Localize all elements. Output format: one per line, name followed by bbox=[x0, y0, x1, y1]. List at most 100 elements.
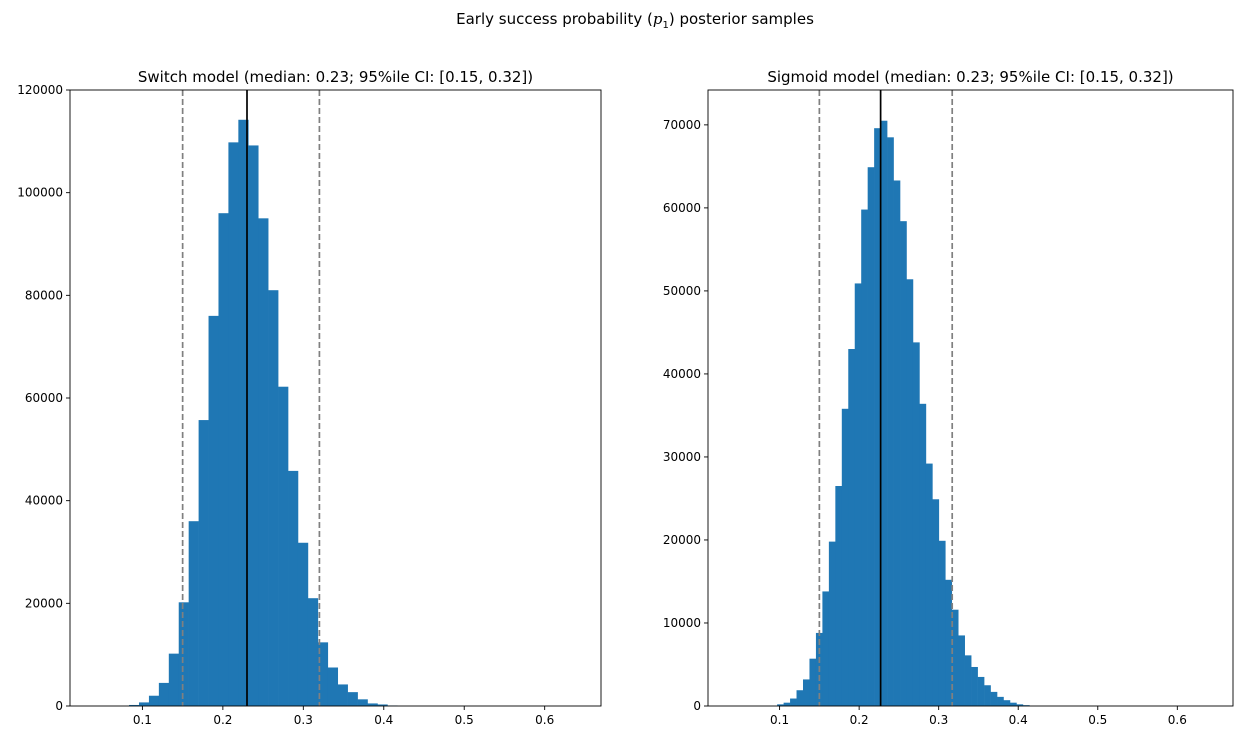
sigmoid-histogram-bar bbox=[783, 702, 791, 706]
sigmoid-histogram-bar bbox=[925, 463, 933, 706]
sigmoid-histogram-bar bbox=[1003, 700, 1011, 706]
sigmoid-histogram-bar bbox=[809, 658, 817, 706]
switch-histogram-bar bbox=[297, 542, 309, 706]
sigmoid-histogram-bar bbox=[893, 180, 901, 707]
switch-y-tick-label: 100000 bbox=[17, 186, 63, 200]
switch-y-tick-label: 80000 bbox=[25, 288, 63, 302]
sigmoid-histogram-bar bbox=[1016, 704, 1024, 706]
switch-histogram-bar bbox=[208, 315, 219, 706]
sigmoid-histogram-bar bbox=[803, 679, 810, 706]
sigmoid-histogram-bar bbox=[1009, 702, 1017, 706]
switch-histogram-bar bbox=[129, 704, 140, 706]
suptitle-suffix: ) posterior samples bbox=[669, 10, 814, 28]
suptitle-prefix: Early success probability ( bbox=[456, 10, 653, 28]
switch-model-histogram-panel: Switch model (median: 0.23; 95%ile CI: [… bbox=[17, 68, 602, 727]
switch-y-tick-label: 120000 bbox=[17, 83, 63, 97]
switch-histogram-bar bbox=[268, 290, 279, 706]
switch-histogram-bar bbox=[158, 682, 170, 706]
switch-x-tick-label: 0.6 bbox=[535, 713, 554, 727]
switch-y-tick-label: 60000 bbox=[25, 391, 63, 405]
sigmoid-y-tick-label: 30000 bbox=[663, 450, 701, 464]
sigmoid-histogram-bar bbox=[835, 486, 843, 706]
sigmoid-histogram-bar bbox=[906, 279, 914, 706]
sigmoid-histogram-bar bbox=[997, 696, 1004, 706]
sigmoid-y-tick-label: 60000 bbox=[663, 201, 701, 215]
switch-histogram-bar bbox=[248, 145, 259, 706]
sigmoid-x-tick-label: 0.3 bbox=[929, 713, 948, 727]
switch-x-tick-label: 0.2 bbox=[213, 713, 232, 727]
sigmoid-histogram-bar bbox=[971, 666, 978, 706]
switch-histogram-bar bbox=[228, 142, 239, 707]
switch-histogram-bar bbox=[198, 420, 209, 706]
switch-x-tick-label: 0.3 bbox=[294, 713, 313, 727]
sigmoid-histogram-bar bbox=[900, 221, 907, 707]
sigmoid-histogram-bar bbox=[822, 591, 830, 706]
sigmoid-x-tick-label: 0.6 bbox=[1168, 713, 1187, 727]
switch-histogram-bar bbox=[168, 653, 180, 706]
switch-histogram-bar bbox=[367, 703, 378, 706]
switch-histogram-bar bbox=[178, 602, 189, 706]
sigmoid-panel-title: Sigmoid model (median: 0.23; 95%ile CI: … bbox=[767, 68, 1173, 86]
sigmoid-histogram-bar bbox=[861, 209, 868, 707]
sigmoid-histogram-bar bbox=[964, 655, 972, 706]
switch-histogram-bar bbox=[188, 521, 199, 706]
sigmoid-y-tick-label: 40000 bbox=[663, 367, 701, 381]
switch-histogram-bar bbox=[357, 699, 368, 706]
sigmoid-histogram-bar bbox=[880, 120, 888, 707]
sigmoid-x-tick-label: 0.1 bbox=[770, 713, 789, 727]
switch-histogram-bar bbox=[218, 213, 229, 706]
sigmoid-y-tick-label: 0 bbox=[693, 699, 701, 713]
suptitle-subscript: 1 bbox=[662, 20, 668, 31]
sigmoid-histogram-bar bbox=[938, 540, 946, 706]
sigmoid-histogram-bar bbox=[887, 137, 894, 706]
switch-x-tick-label: 0.1 bbox=[133, 713, 152, 727]
switch-histogram-bar bbox=[288, 470, 299, 706]
switch-histogram-bar bbox=[337, 684, 348, 706]
sigmoid-histogram-bar bbox=[796, 690, 804, 706]
sigmoid-y-tick-label: 10000 bbox=[663, 616, 701, 630]
sigmoid-histogram-bar bbox=[919, 403, 927, 706]
switch-histogram-bar bbox=[138, 702, 150, 706]
switch-histogram-bar bbox=[347, 692, 358, 706]
sigmoid-y-tick-label: 20000 bbox=[663, 533, 701, 547]
sigmoid-model-histogram-panel: Sigmoid model (median: 0.23; 95%ile CI: … bbox=[663, 68, 1234, 727]
sigmoid-histogram-bar bbox=[990, 691, 998, 706]
sigmoid-histogram-bar bbox=[841, 408, 849, 706]
switch-x-tick-label: 0.5 bbox=[455, 713, 474, 727]
sigmoid-histogram-bar bbox=[958, 635, 965, 706]
sigmoid-x-tick-label: 0.2 bbox=[850, 713, 869, 727]
sigmoid-histogram-bar bbox=[984, 685, 991, 706]
figure-suptitle: Early success probability (p1) posterior… bbox=[456, 10, 814, 31]
switch-axes-frame bbox=[69, 89, 602, 707]
switch-histogram-bar bbox=[327, 667, 339, 706]
sigmoid-histogram-bar bbox=[932, 499, 940, 706]
switch-histogram-bar bbox=[258, 218, 269, 706]
sigmoid-histogram-bar bbox=[977, 676, 985, 706]
sigmoid-x-tick-label: 0.4 bbox=[1009, 713, 1028, 727]
switch-x-tick-label: 0.4 bbox=[374, 713, 393, 727]
sigmoid-histogram-bar bbox=[874, 128, 881, 706]
switch-histogram-bars bbox=[129, 119, 398, 707]
switch-panel-title: Switch model (median: 0.23; 95%ile CI: [… bbox=[138, 68, 533, 86]
switch-y-tick-label: 20000 bbox=[25, 596, 63, 610]
sigmoid-axes-frame bbox=[707, 89, 1234, 707]
switch-histogram-bar bbox=[278, 386, 289, 706]
switch-histogram-bar bbox=[317, 642, 329, 706]
sigmoid-histogram-bar bbox=[912, 342, 920, 706]
switch-histogram-bar bbox=[238, 119, 249, 706]
switch-y-tick-label: 40000 bbox=[25, 494, 63, 508]
sigmoid-histogram-bar bbox=[951, 609, 959, 706]
switch-histogram-bar bbox=[307, 598, 319, 706]
switch-histogram-bar bbox=[148, 695, 160, 706]
suptitle-variable: p bbox=[653, 10, 663, 28]
switch-y-tick-label: 0 bbox=[55, 699, 63, 713]
switch-histogram-bar bbox=[377, 704, 388, 706]
sigmoid-histogram-bar bbox=[828, 541, 836, 706]
sigmoid-x-tick-label: 0.5 bbox=[1088, 713, 1107, 727]
sigmoid-histogram-bar bbox=[945, 579, 953, 706]
sigmoid-histogram-bar bbox=[854, 283, 862, 706]
sigmoid-histogram-bar bbox=[790, 698, 797, 706]
sigmoid-y-tick-label: 50000 bbox=[663, 284, 701, 298]
sigmoid-histogram-bar bbox=[848, 349, 856, 706]
